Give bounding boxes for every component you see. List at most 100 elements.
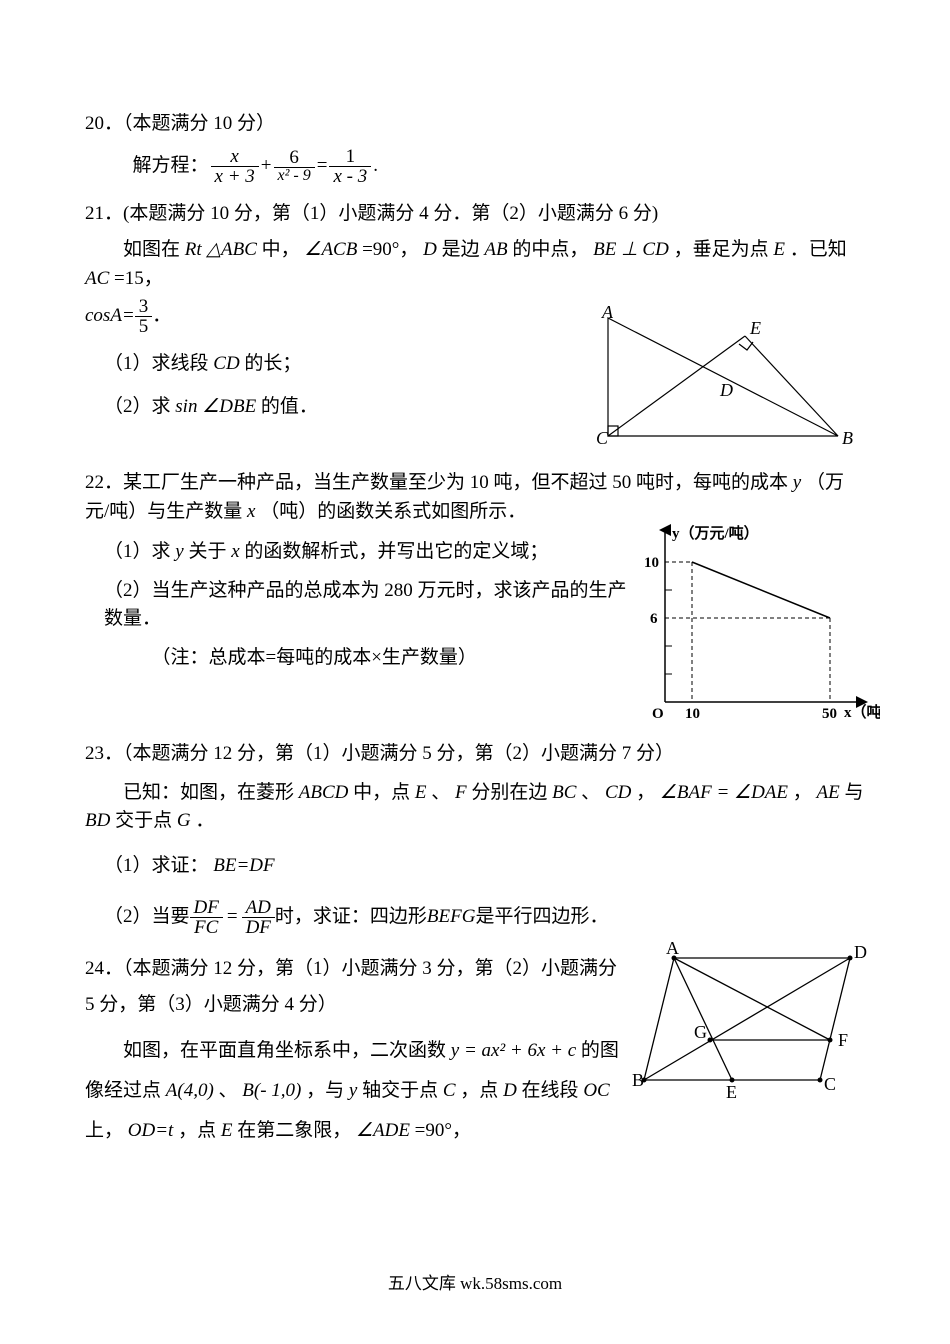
frac2-num: 6 bbox=[274, 148, 315, 168]
problem-24: 24．（本题满分 12 分，第（1）小题满分 3 分，第（2）小题满分 5 分，… bbox=[85, 951, 625, 1151]
p23q2c: BEFG bbox=[427, 903, 476, 932]
p23c: 中，点 bbox=[353, 782, 415, 803]
p21q2c: 的值． bbox=[261, 396, 318, 417]
p23r: G bbox=[177, 810, 191, 831]
p21-t14: AC bbox=[85, 268, 109, 289]
p20-header: 20．（本题满分 10 分） bbox=[85, 110, 865, 139]
p23-frac1: DF FC bbox=[190, 898, 223, 937]
pt-D bbox=[848, 956, 853, 961]
p21-t12: E bbox=[773, 239, 785, 260]
p23f2n: AD bbox=[242, 898, 275, 918]
p22-header: 22．某工厂生产一种产品，当生产数量至少为 10 吨，但不超过 50 吨时，每吨… bbox=[85, 469, 865, 526]
p23m: ， bbox=[793, 782, 812, 803]
p22-q1: （1）求 y 关于 x 的函数解析式，并写出它的定义域； bbox=[104, 538, 644, 567]
xtick-50: 50 bbox=[822, 706, 837, 722]
p21-header: 21．(本题满分 10 分，第（1）小题满分 4 分．第（2）小题满分 6 分) bbox=[85, 200, 865, 229]
p23f: F bbox=[455, 782, 467, 803]
label-A: A bbox=[601, 306, 614, 322]
p24o: 上， bbox=[85, 1120, 123, 1141]
plus-sign: + bbox=[261, 152, 272, 181]
lE: E bbox=[726, 1082, 737, 1102]
p21q2a: （2）求 bbox=[104, 396, 175, 417]
frac2-den: x² - 9 bbox=[274, 168, 315, 184]
p21q1c: 的长； bbox=[244, 353, 301, 374]
p23s: ． bbox=[195, 810, 214, 831]
p23h: BC bbox=[552, 782, 576, 803]
problem-23: 23．（本题满分 12 分，第（1）小题满分 5 分，第（2）小题满分 7 分）… bbox=[85, 740, 865, 937]
origin-O: O bbox=[652, 706, 664, 722]
p23-statement: 已知：如图，在菱形 ABCD 中，点 E 、 F 分别在边 BC 、 CD ， … bbox=[85, 779, 865, 836]
p24g: ，与 bbox=[306, 1080, 349, 1101]
xtick-10: 10 bbox=[685, 706, 700, 722]
lA: A bbox=[666, 940, 679, 958]
p24s: 在第二象限， bbox=[237, 1120, 351, 1141]
p21-t7: 是边 bbox=[442, 239, 485, 260]
p24d: A(4,0) bbox=[166, 1080, 214, 1101]
p24r: E bbox=[221, 1120, 233, 1141]
p21-statement: 如图在 Rt △ABC 中， ∠ACB =90°， D 是边 AB 的中点， B… bbox=[85, 236, 865, 293]
p23k: ， bbox=[636, 782, 655, 803]
p22q1c: 的函数解析式，并写出它的定义域； bbox=[244, 541, 548, 562]
frac3-num: 1 bbox=[329, 147, 371, 167]
p21q2b2: ∠DBE bbox=[202, 396, 256, 417]
p22ha: 22．某工厂生产一种产品，当生产数量至少为 10 吨，但不超过 50 吨时，每吨… bbox=[85, 472, 793, 493]
p22-q2: （2）当生产这种产品的总成本为 280 万元时，求该产品的生产数量． bbox=[104, 577, 644, 634]
p23b: ABCD bbox=[299, 782, 349, 803]
p22hy: y bbox=[793, 472, 801, 493]
p24u: =90°， bbox=[415, 1120, 471, 1141]
p24k: ，点 bbox=[460, 1080, 503, 1101]
ytick-10: 10 bbox=[644, 555, 659, 571]
exam-page: 20．（本题满分 10 分） 解方程： x x + 3 + 6 x² - 9 =… bbox=[0, 0, 950, 1344]
p24j: C bbox=[443, 1080, 456, 1101]
p24a: 如图，在平面直角坐标系中，二次函数 bbox=[123, 1040, 451, 1061]
p23d: E bbox=[415, 782, 427, 803]
p24t: ∠ADE bbox=[356, 1120, 410, 1141]
line-BE bbox=[745, 336, 838, 436]
p22hc: （吨）的函数关系式如图所示． bbox=[260, 501, 526, 522]
p21-t11: ，垂足为点 bbox=[674, 239, 774, 260]
main-triangle bbox=[608, 318, 838, 436]
p22q1a: （1）求 bbox=[104, 541, 175, 562]
frac1-num: x bbox=[211, 147, 259, 167]
problem-20: 20．（本题满分 10 分） 解方程： x x + 3 + 6 x² - 9 =… bbox=[85, 110, 865, 186]
p22q1x: x bbox=[231, 541, 239, 562]
figure-triangle-21: A B C D E bbox=[580, 306, 860, 456]
svg-21: A B C D E bbox=[580, 306, 860, 456]
pt-G bbox=[708, 1038, 713, 1043]
p23i: 、 bbox=[581, 782, 600, 803]
p23o: 与 bbox=[844, 782, 863, 803]
xlabel: x（吨） bbox=[844, 703, 880, 721]
svg-23: A D B C E F G bbox=[632, 940, 872, 1110]
p23q2b: 时，求证：四边形 bbox=[275, 903, 427, 932]
frac3-den: x - 3 bbox=[329, 167, 371, 186]
p23g: 分别在边 bbox=[471, 782, 552, 803]
p24m: 在线段 bbox=[522, 1080, 584, 1101]
p24i: 轴交于点 bbox=[362, 1080, 443, 1101]
p23f1d: FC bbox=[190, 918, 223, 937]
equals-sign: = bbox=[317, 152, 328, 181]
cos-den: 5 bbox=[135, 317, 153, 336]
p21-t4: ∠ACB bbox=[304, 239, 357, 260]
p21-t1: 如图在 bbox=[123, 239, 185, 260]
ytick-6: 6 bbox=[650, 611, 658, 627]
p24p: OD=t bbox=[128, 1120, 174, 1141]
p24h: y bbox=[349, 1080, 357, 1101]
p21-t10: BE ⊥ CD bbox=[593, 239, 669, 260]
p23f2d: DF bbox=[242, 918, 275, 937]
ylabel: y（万元/吨） bbox=[672, 524, 759, 542]
page-footer: 五八文库 wk.58sms.com bbox=[0, 1271, 950, 1297]
p21-t3: 中， bbox=[262, 239, 300, 260]
eq-end: . bbox=[373, 152, 378, 181]
pt-F bbox=[828, 1038, 833, 1043]
p21-t13: ．已知 bbox=[790, 239, 847, 260]
p24e: 、 bbox=[219, 1080, 238, 1101]
p23-header: 23．（本题满分 12 分，第（1）小题满分 5 分，第（2）小题满分 7 分） bbox=[85, 740, 865, 769]
p24b: y = ax² + 6x + c bbox=[451, 1040, 576, 1061]
p20-lead: 解方程： bbox=[133, 152, 209, 181]
p21-t15: =15， bbox=[114, 268, 163, 289]
p23q1a: （1）求证： bbox=[104, 855, 209, 876]
svg-22: y（万元/吨） x（吨） 10 6 10 50 O bbox=[630, 522, 880, 722]
lC: C bbox=[824, 1074, 836, 1094]
lF: F bbox=[838, 1030, 848, 1050]
p23f1n: DF bbox=[190, 898, 223, 918]
